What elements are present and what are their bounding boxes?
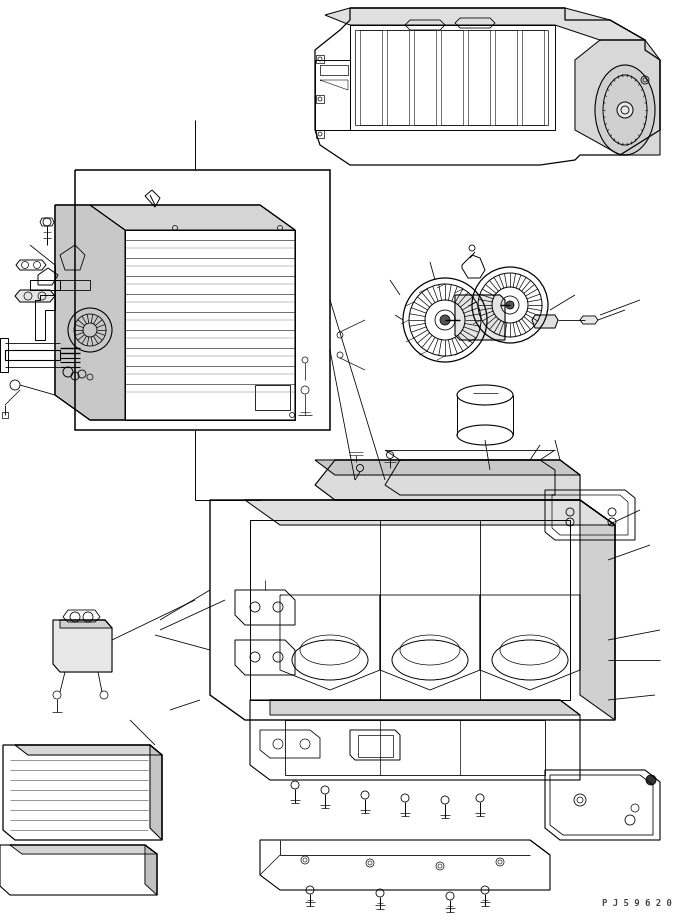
- Polygon shape: [575, 40, 660, 155]
- Polygon shape: [15, 745, 162, 755]
- Bar: [316, 130, 324, 138]
- Polygon shape: [580, 500, 615, 720]
- Circle shape: [506, 301, 514, 309]
- Polygon shape: [55, 205, 125, 420]
- Polygon shape: [580, 316, 598, 324]
- Text: P J 5 9 6 2 0: P J 5 9 6 2 0: [602, 899, 672, 908]
- Bar: [358, 735, 393, 757]
- Polygon shape: [315, 460, 580, 500]
- Polygon shape: [15, 290, 55, 302]
- Circle shape: [646, 775, 656, 785]
- Polygon shape: [10, 845, 157, 854]
- Polygon shape: [455, 295, 505, 340]
- Polygon shape: [315, 460, 580, 475]
- Polygon shape: [270, 700, 580, 715]
- Bar: [316, 55, 324, 63]
- Bar: [255, 385, 290, 410]
- Polygon shape: [53, 620, 112, 672]
- Polygon shape: [90, 205, 295, 230]
- Ellipse shape: [595, 65, 655, 155]
- Circle shape: [617, 102, 633, 118]
- Polygon shape: [150, 745, 162, 840]
- Circle shape: [440, 315, 450, 325]
- Polygon shape: [145, 845, 157, 895]
- Polygon shape: [325, 8, 645, 40]
- Polygon shape: [60, 620, 112, 628]
- Bar: [316, 95, 324, 103]
- Polygon shape: [532, 315, 558, 328]
- Polygon shape: [245, 500, 615, 525]
